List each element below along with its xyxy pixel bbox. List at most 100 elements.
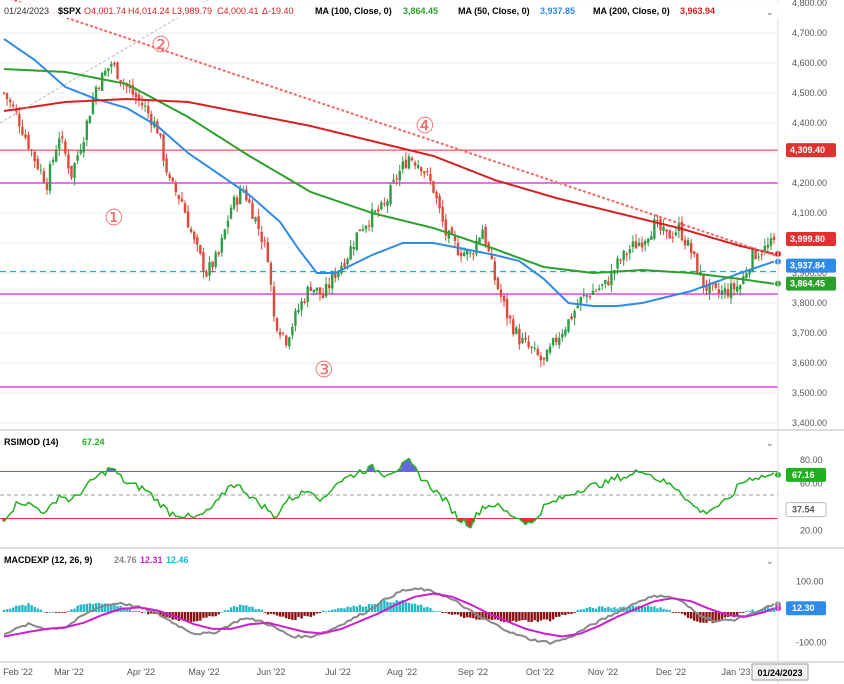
price-tag-label: 3,937.84 <box>790 261 825 271</box>
candle-body <box>680 221 684 241</box>
candle-body <box>579 296 582 305</box>
candle-body <box>567 319 570 332</box>
candle-body <box>30 149 33 151</box>
candle-body <box>545 349 549 362</box>
rsi-collapse-chevron-icon[interactable]: ⌄ <box>766 438 774 448</box>
candle-body <box>202 252 205 271</box>
candle-body <box>300 301 303 310</box>
header-symbol: $SPX <box>58 6 81 16</box>
candle-body <box>5 93 9 100</box>
price-tick-label: 4,100.00 <box>792 208 827 218</box>
candle-body <box>772 236 776 241</box>
macd-histogram-bar <box>576 610 579 612</box>
macd-histogram-bar <box>420 604 423 612</box>
candle-body <box>226 220 230 227</box>
candle-body <box>232 196 236 209</box>
price-tick-label: 3,700.00 <box>792 328 827 338</box>
macd-histogram-bar <box>628 606 632 612</box>
candle-body <box>420 167 423 172</box>
macd-histogram-bar <box>211 612 214 617</box>
candle-body <box>306 286 309 302</box>
macd-histogram-bar <box>297 612 300 617</box>
macd-histogram-bar <box>637 605 641 612</box>
macd-histogram-bar <box>426 606 429 612</box>
candle-body <box>18 114 21 127</box>
macd-histogram-bar <box>140 612 144 613</box>
macd-histogram-bar <box>398 601 401 612</box>
macd-histogram-bar <box>361 606 365 612</box>
candle-body <box>628 249 632 254</box>
candle-body <box>426 170 429 172</box>
macd-histogram-bar <box>594 608 598 612</box>
price-tick-label: 3,400.00 <box>792 418 827 428</box>
candle-body <box>346 258 349 265</box>
macd-histogram-bar <box>263 612 266 613</box>
macd-histogram-bar <box>12 607 15 612</box>
macd-histogram-bar <box>54 612 58 613</box>
macd-value-3: 12.46 <box>166 555 189 565</box>
candle-body <box>21 126 24 135</box>
candle-body <box>591 290 595 295</box>
macd-histogram-bar <box>192 612 196 622</box>
trendline-dotted <box>10 0 779 258</box>
candle-body <box>401 161 405 170</box>
candle-body <box>594 290 598 292</box>
trendline-grey <box>0 0 209 124</box>
candle-body <box>33 151 36 162</box>
macd-histogram-bar <box>604 608 607 612</box>
macd-histogram-bar <box>579 609 582 612</box>
macd-histogram-bar <box>505 612 509 623</box>
macd-histogram-bar <box>527 612 530 622</box>
macd-line <box>3 587 775 645</box>
candle-body <box>453 235 457 241</box>
candle-body <box>88 115 92 124</box>
candle-body <box>588 296 592 298</box>
macd-histogram-bar <box>466 612 469 618</box>
macd-histogram-bar <box>453 612 457 615</box>
candle-body <box>27 134 30 149</box>
macd-histogram-bar <box>772 607 776 612</box>
candle-body <box>521 337 524 343</box>
macd-plot <box>2 587 781 645</box>
macd-collapse-chevron-icon[interactable]: ⌄ <box>766 556 774 566</box>
macd-histogram-bar <box>82 604 85 612</box>
macd-histogram-bar <box>689 612 693 619</box>
candle-body <box>723 288 727 293</box>
macd-histogram-bar <box>88 603 92 612</box>
macd-histogram-bar <box>647 605 650 612</box>
candle-body <box>508 315 512 319</box>
macd-histogram-bar <box>745 611 748 613</box>
candle-body <box>573 310 576 318</box>
macd-histogram-bar <box>545 612 549 620</box>
macd-histogram-bar <box>462 612 466 619</box>
macd-histogram-bar <box>146 612 150 615</box>
candle-body <box>398 170 401 181</box>
macd-histogram-bar <box>239 604 242 612</box>
macd-histogram-bar <box>110 604 113 612</box>
macd-histogram-bar <box>518 612 521 621</box>
collapse-chevron-icon[interactable]: ⌄ <box>766 7 774 17</box>
moving-averages <box>3 38 781 307</box>
macd-value-2: 12.31 <box>140 555 163 565</box>
macd-histogram-bar <box>659 607 662 612</box>
price-tag-label: 4,309.40 <box>790 145 825 155</box>
macd-histogram-bar <box>223 610 227 612</box>
candle-body <box>515 327 518 334</box>
macd-histogram-bar <box>364 606 368 612</box>
macd-histogram-bar <box>165 612 168 618</box>
macd-histogram-bar <box>751 609 754 612</box>
candle-body <box>518 328 521 345</box>
macd-histogram-bar <box>104 603 107 612</box>
candle-body <box>576 305 579 308</box>
macd-histogram-bar <box>656 608 659 612</box>
candle-body <box>601 284 604 286</box>
price-tick-label: 3,600.00 <box>792 358 827 368</box>
candle-body <box>668 230 671 239</box>
candle-body <box>186 211 190 228</box>
macd-histogram-bar <box>36 608 39 612</box>
price-tag <box>786 232 836 247</box>
candle-body <box>294 310 297 326</box>
macd-histogram-bar <box>288 612 291 620</box>
macd-histogram-bar <box>306 612 309 617</box>
